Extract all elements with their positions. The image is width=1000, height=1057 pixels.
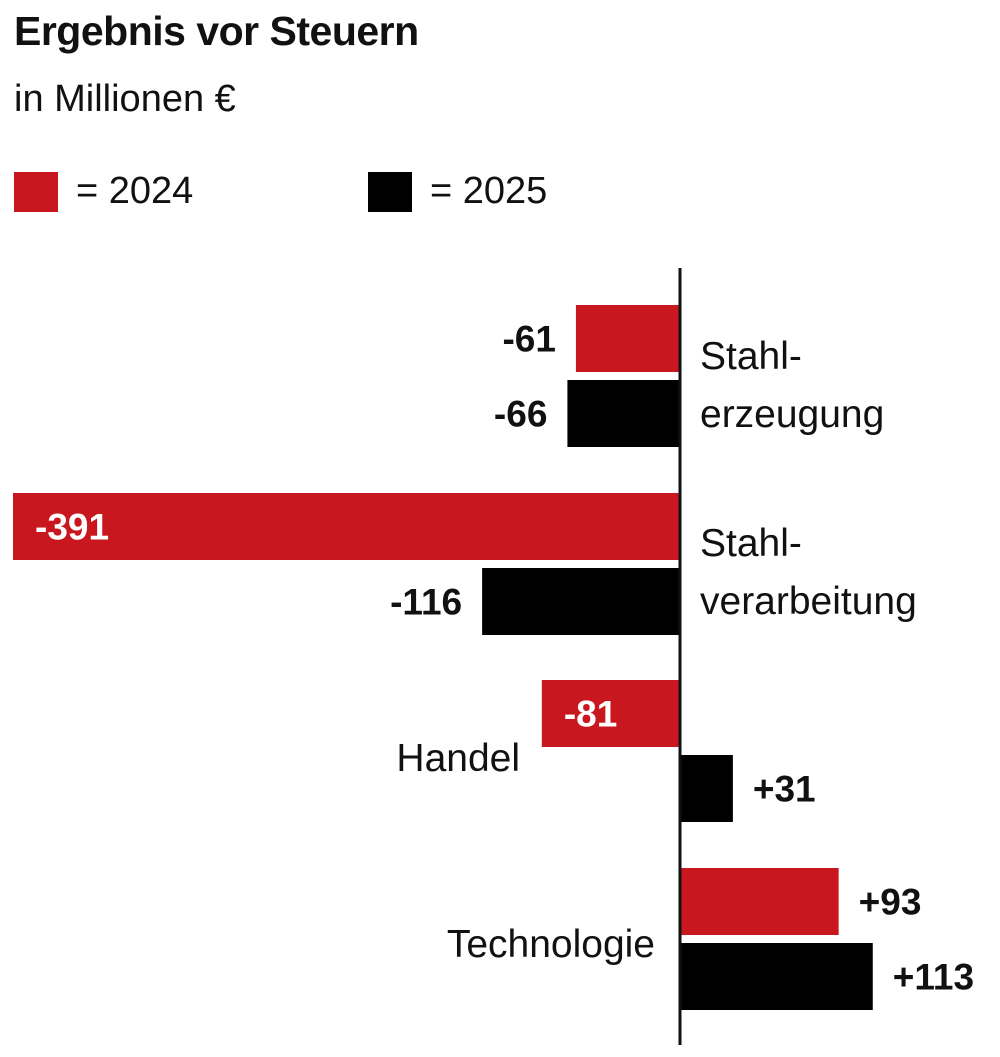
legend-item-2024: = 2024 [14, 170, 193, 213]
value-label-2024-0: -61 [502, 319, 555, 360]
legend-swatch-2024 [14, 171, 58, 212]
bar-2024-3 [680, 868, 839, 935]
bar-2024-2 [541, 680, 680, 747]
legend-item-2025: = 2025 [368, 170, 547, 213]
value-label-2025-2: +31 [753, 769, 816, 810]
bar-2025-3 [680, 943, 873, 1010]
chart-subtitle: in Millionen € [14, 78, 236, 120]
value-label-2024-2: -81 [564, 694, 617, 735]
bar-2025-2 [680, 755, 733, 822]
value-label-2025-3: +113 [893, 957, 974, 998]
value-label-2024-1: -391 [35, 507, 109, 548]
value-label-2025-1: -116 [390, 582, 462, 623]
legend-label-2025: = 2025 [430, 170, 548, 212]
category-label-stahlverarbeitung: Stahl- verarbeitung [700, 522, 917, 623]
value-label-2024-3: +93 [859, 882, 922, 923]
legend-label-2024: = 2024 [76, 170, 194, 212]
bar-2025-0 [567, 380, 680, 447]
bar-2024-0 [575, 305, 680, 372]
category-label-stahlerzeugung: Stahl- erzeugung [700, 335, 885, 436]
category-label-technologie: Technologie [446, 923, 655, 966]
legend-swatch-2025 [368, 171, 412, 212]
bar-2025-1 [482, 568, 680, 635]
bar-2024-1 [13, 493, 680, 560]
chart-title: Ergebnis vor Steuern [14, 8, 419, 54]
category-label-handel: Handel [396, 737, 520, 780]
value-label-2025-0: -66 [494, 394, 547, 435]
